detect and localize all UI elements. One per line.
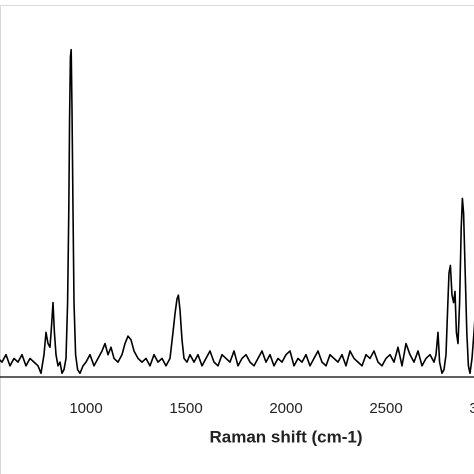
x-tick-label: 2000: [269, 400, 302, 417]
x-tick-label: 1000: [69, 400, 102, 417]
x-tick-label: 1500: [169, 400, 202, 417]
x-axis-title: Raman shift (cm-1): [209, 427, 362, 446]
chart-frame: [0, 5, 474, 474]
x-tick-label: 2500: [369, 400, 402, 417]
spectrum-line: [0, 48, 474, 375]
x-tick-label: 3000: [469, 400, 474, 417]
